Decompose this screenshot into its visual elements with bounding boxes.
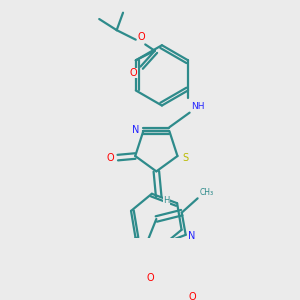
Text: S: S: [182, 153, 188, 163]
Text: N: N: [188, 231, 196, 242]
Text: O: O: [137, 32, 145, 42]
Text: O: O: [130, 68, 137, 78]
Text: N: N: [132, 124, 139, 135]
Text: CH₃: CH₃: [200, 188, 214, 196]
Text: O: O: [107, 153, 114, 163]
Text: NH: NH: [191, 102, 204, 111]
Text: O: O: [188, 292, 196, 300]
Text: O: O: [146, 273, 154, 283]
Text: H: H: [164, 196, 170, 205]
